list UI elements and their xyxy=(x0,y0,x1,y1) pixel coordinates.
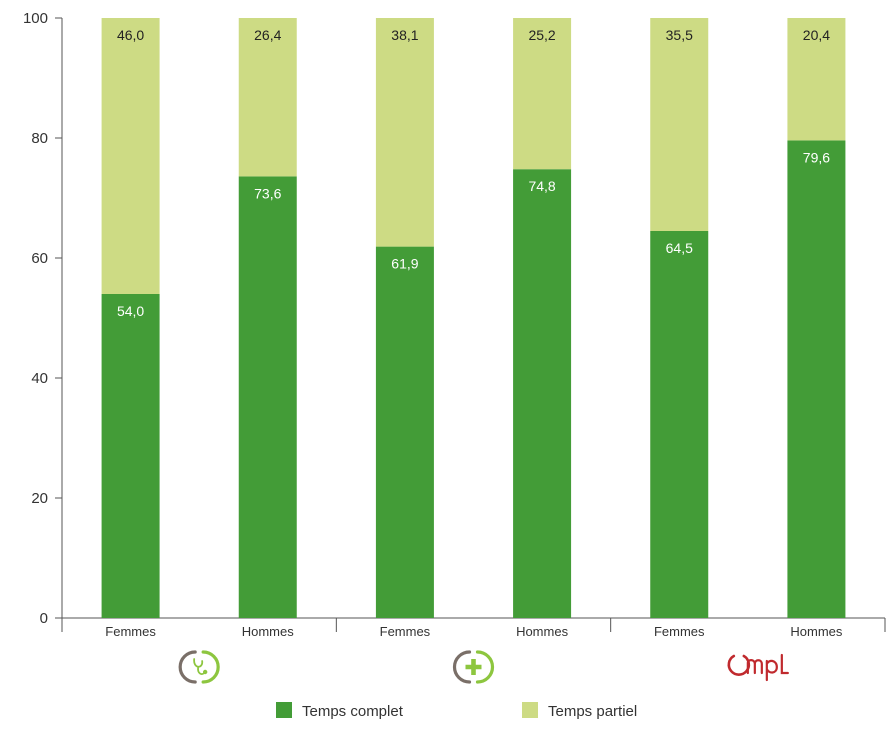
legend: Temps complet Temps partiel xyxy=(276,702,637,720)
data-label: 64,5 xyxy=(666,240,693,256)
legend-swatch-temps-complet xyxy=(276,702,292,718)
ompl-logo-o xyxy=(727,654,751,676)
bar-temps-partiel xyxy=(101,18,160,294)
x-category-label: Femmes xyxy=(105,624,156,639)
bar-temps-partiel xyxy=(513,18,572,170)
bar-temps-complet xyxy=(787,140,846,618)
ompl-logo xyxy=(727,653,789,682)
icon-cross xyxy=(465,659,482,675)
y-tick-label: 80 xyxy=(31,130,48,147)
bars: 54,0 46,0 73,6 26,4 61,9 38,1 74,8 25,2 64,5 35,5… xyxy=(101,18,846,618)
data-label: 46,0 xyxy=(117,27,144,43)
y-axis: 0 20 40 60 80 100 xyxy=(23,10,63,627)
data-label: 79,6 xyxy=(803,149,830,165)
x-category-label: Femmes xyxy=(380,624,431,639)
bar-temps-complet xyxy=(375,246,434,618)
x-category-label: Hommes xyxy=(516,624,569,639)
x-axis: Femmes Hommes Femmes Hommes Femmes Hommes xyxy=(61,617,886,639)
data-label: 20,4 xyxy=(803,27,830,43)
y-tick-label: 40 xyxy=(31,370,48,387)
data-label: 26,4 xyxy=(254,27,281,43)
icon-arc-right xyxy=(201,650,220,684)
data-label: 38,1 xyxy=(391,27,418,43)
x-category-label: Hommes xyxy=(242,624,295,639)
bar-temps-complet xyxy=(513,169,572,618)
bar-temps-partiel xyxy=(238,18,297,177)
legend-label: Temps complet xyxy=(302,703,404,720)
bar-temps-partiel xyxy=(650,18,709,231)
group-icons xyxy=(178,650,789,684)
icon-arc-left xyxy=(178,650,197,684)
x-category-label: Hommes xyxy=(790,624,843,639)
x-category-label: Femmes xyxy=(654,624,705,639)
icon-arc-right xyxy=(475,650,495,684)
y-tick-label: 0 xyxy=(40,610,48,627)
bar-temps-complet xyxy=(238,176,297,618)
data-label: 74,8 xyxy=(528,178,555,194)
legend-swatch-temps-partiel xyxy=(522,702,538,718)
medical-stethoscope-icon xyxy=(178,650,220,684)
data-label: 25,2 xyxy=(528,27,555,43)
y-tick-label: 20 xyxy=(31,490,48,507)
data-label: 54,0 xyxy=(117,303,144,319)
pharmacy-cross-icon xyxy=(452,650,495,684)
ompl-logo-l xyxy=(780,653,789,675)
bar-temps-complet xyxy=(650,231,709,618)
legend-label: Temps partiel xyxy=(548,703,637,720)
ompl-logo-m xyxy=(746,659,763,675)
bar-temps-complet xyxy=(101,294,160,618)
data-label: 61,9 xyxy=(391,256,418,272)
ompl-logo-p xyxy=(765,659,778,682)
data-label: 73,6 xyxy=(254,185,281,201)
icon-stethoscope-end xyxy=(202,669,208,675)
data-label: 35,5 xyxy=(666,27,693,43)
y-tick-label: 100 xyxy=(23,10,48,27)
icon-arc-left xyxy=(452,650,472,684)
bar-temps-partiel xyxy=(375,18,434,247)
bar-temps-partiel xyxy=(787,18,846,141)
y-tick-label: 60 xyxy=(31,250,48,267)
